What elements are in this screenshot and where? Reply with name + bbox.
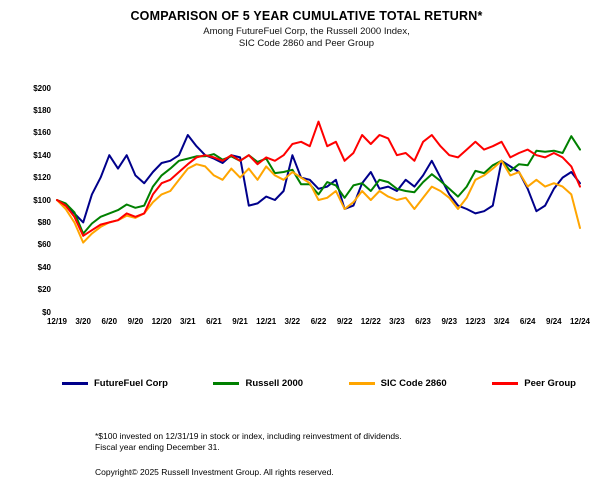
series-line-futurefuel-corp xyxy=(56,134,581,224)
legend-item-sic-code-2860: SIC Code 2860 xyxy=(348,378,447,389)
y-axis-tick-label: $180 xyxy=(33,105,51,115)
series-line-russell-2000 xyxy=(56,135,581,235)
y-axis-tick-label: $40 xyxy=(37,262,51,272)
x-axis-tick-label: 12/20 xyxy=(151,317,172,326)
y-axis-tick-label: $140 xyxy=(33,150,51,160)
legend-label-sic-code-2860: SIC Code 2860 xyxy=(380,378,447,389)
x-axis-tick-label: 3/22 xyxy=(284,317,301,326)
legend-label-futurefuel-corp: FutureFuel Corp xyxy=(94,378,168,389)
x-axis-tick-label: 9/21 xyxy=(232,317,248,326)
legend-item-futurefuel-corp: FutureFuel Corp xyxy=(62,378,168,389)
x-axis-tick-label: 6/24 xyxy=(519,317,536,326)
x-axis-tick-label: 3/21 xyxy=(179,317,196,326)
x-axis-tick-label: 3/23 xyxy=(389,317,405,326)
x-axis-tick-label: 6/23 xyxy=(415,317,431,326)
legend-swatch-peer-group-icon xyxy=(492,382,519,385)
footnote-line1: *$100 invested on 12/31/19 in stock or i… xyxy=(95,431,402,441)
x-axis-tick-label: 12/22 xyxy=(360,317,381,326)
x-axis-tick-label: 9/24 xyxy=(546,317,562,326)
chart-subtitle-line2: SIC Code 2860 and Peer Group xyxy=(238,38,375,49)
x-axis-tick-label: 3/20 xyxy=(75,317,91,326)
y-axis-tick-label: $0 xyxy=(42,307,51,317)
chart-title: COMPARISON OF 5 YEAR CUMULATIVE TOTAL RE… xyxy=(130,9,483,23)
x-axis-tick-label: 6/21 xyxy=(206,317,222,326)
legend-swatch-sic-code-2860-icon xyxy=(348,382,375,385)
x-axis-tick-label: 6/22 xyxy=(310,317,327,326)
legend-swatch-russell-2000-icon xyxy=(213,382,240,385)
y-axis-tick-label: $160 xyxy=(33,128,51,138)
x-axis-tick-label: 12/21 xyxy=(256,317,277,326)
footnote-line2: Fiscal year ending December 31. xyxy=(95,442,220,452)
x-axis-tick-label: 3/24 xyxy=(493,317,510,326)
y-axis-tick-label: $200 xyxy=(33,83,51,93)
legend-item-russell-2000: Russell 2000 xyxy=(213,378,303,389)
x-axis-tick-label: 12/19 xyxy=(46,317,68,326)
series-line-peer-group xyxy=(56,120,581,237)
chart-subtitle-line1: Among FutureFuel Corp, the Russell 2000 … xyxy=(203,26,410,37)
x-axis-tick-label: 12/23 xyxy=(465,317,486,326)
x-axis-tick-label: 9/22 xyxy=(336,317,353,326)
y-axis-tick-label: $100 xyxy=(33,195,51,205)
x-axis-tick-label: 6/20 xyxy=(101,317,118,326)
y-axis-tick-label: $120 xyxy=(33,173,51,183)
x-axis-tick-label: 9/23 xyxy=(441,317,458,326)
y-axis-tick-label: $80 xyxy=(37,217,51,227)
copyright-text: Copyright© 2025 Russell Investment Group… xyxy=(95,467,334,477)
y-axis-tick-label: $20 xyxy=(37,285,51,295)
legend-label-russell-2000: Russell 2000 xyxy=(245,378,304,389)
legend-item-peer-group: Peer Group xyxy=(492,378,576,389)
legend-label-peer-group: Peer Group xyxy=(524,378,576,389)
legend-swatch-futurefuel-corp-icon xyxy=(62,382,88,385)
x-axis-tick-label: 12/24 xyxy=(569,317,591,326)
x-axis-tick-label: 9/20 xyxy=(127,317,144,326)
y-axis-tick-label: $60 xyxy=(37,240,51,250)
chart-legend: FutureFuel Corp Russell 2000 SIC Code 2860… xyxy=(62,378,576,389)
footnotes: *$100 invested on 12/31/19 in stock or i… xyxy=(95,431,402,478)
